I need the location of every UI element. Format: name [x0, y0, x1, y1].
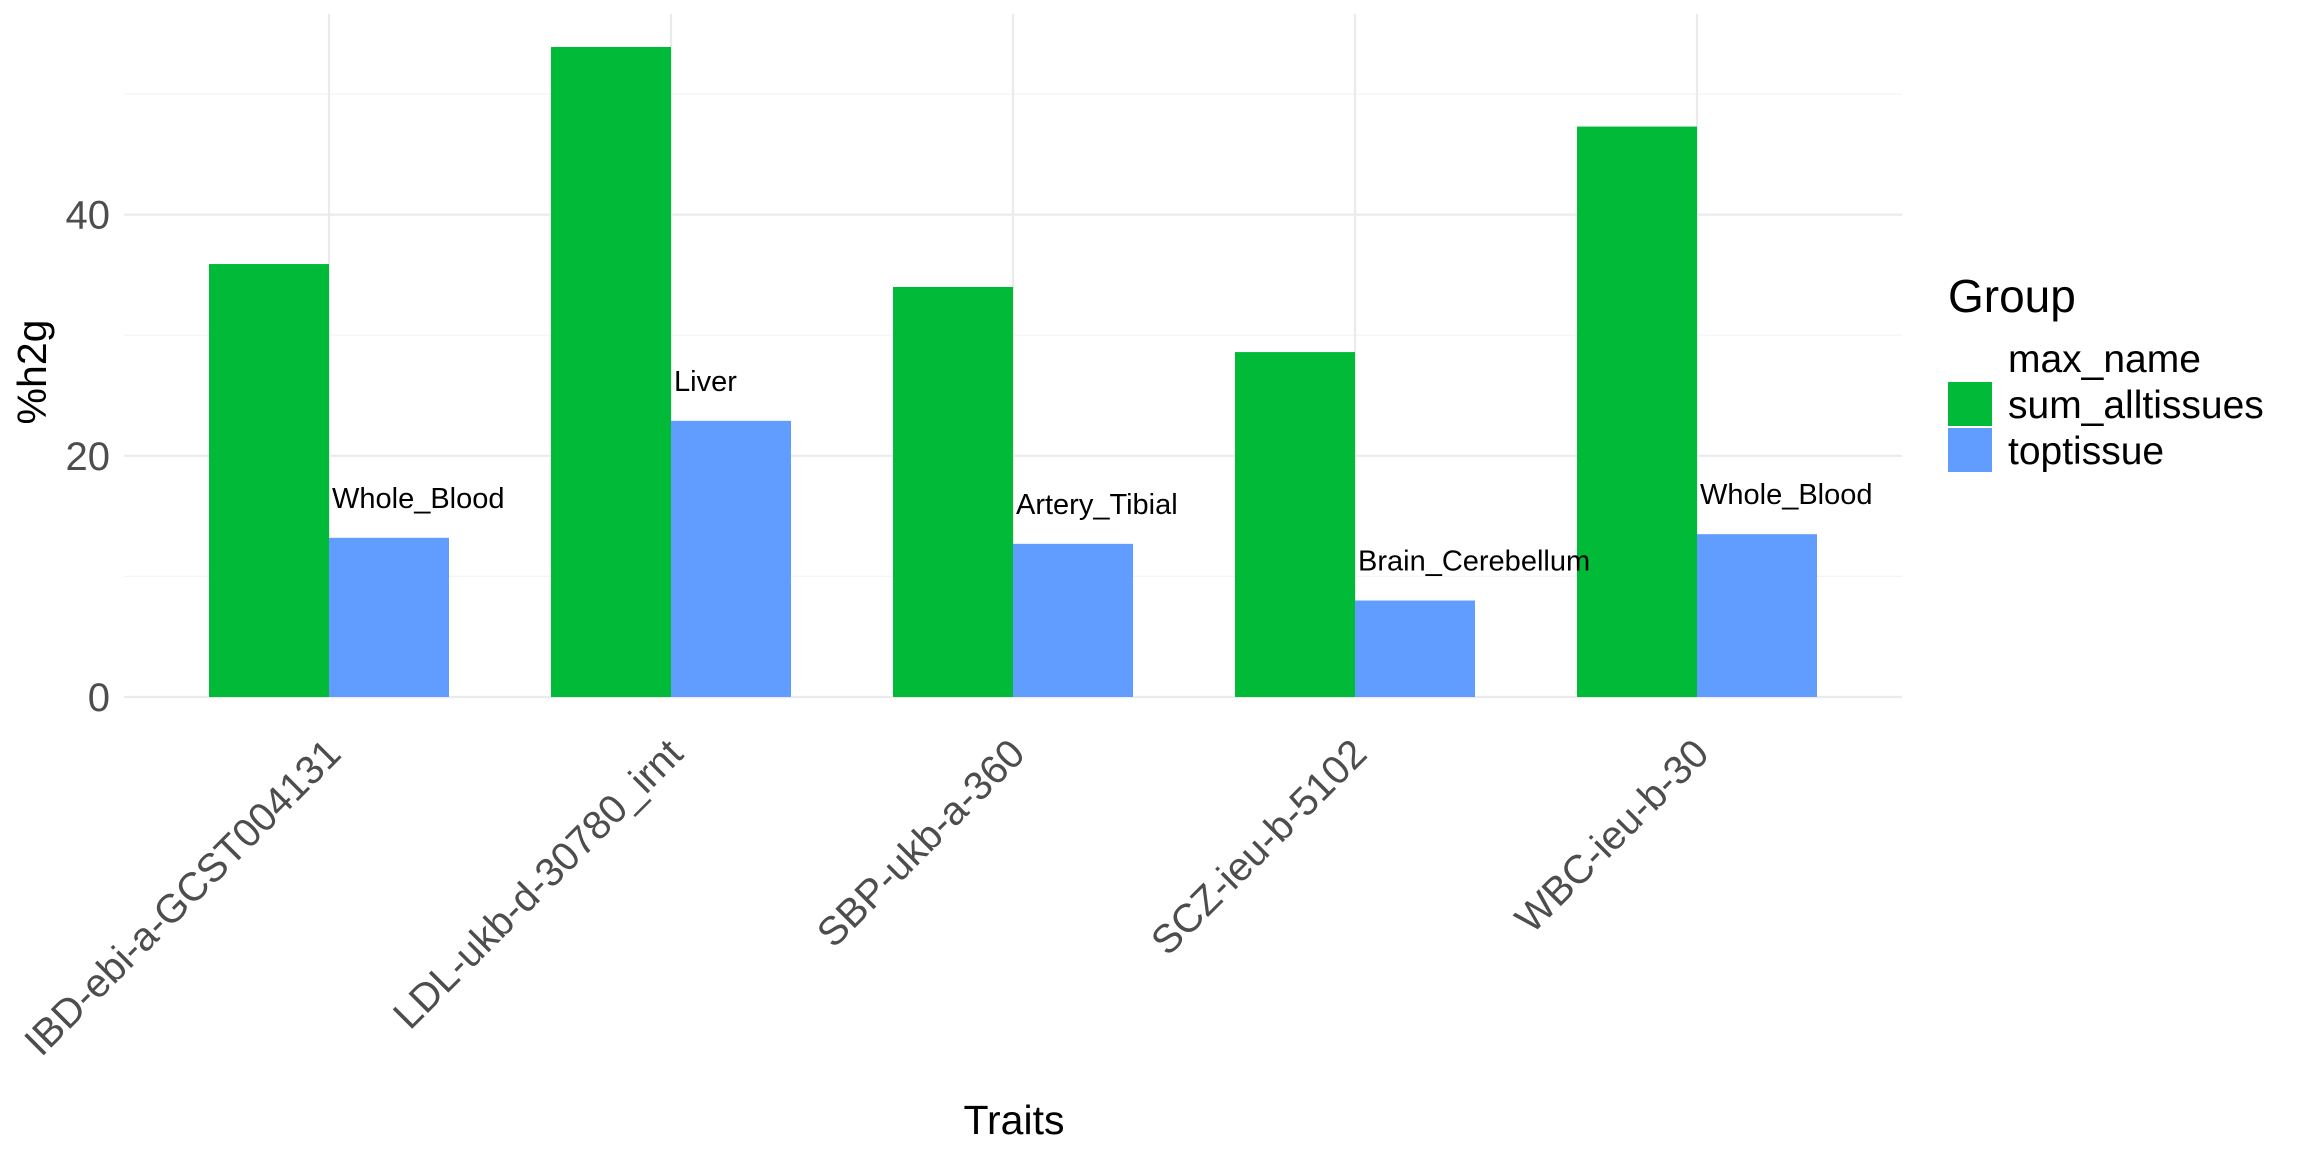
x-tick-label: WBC-ieu-b-30: [1507, 731, 1717, 941]
bar-toptissue-4: [1355, 600, 1475, 697]
bar-toptissue-1: [329, 537, 449, 697]
x-tick-label: SBP-ukb-a-360: [809, 731, 1033, 955]
y-axis-ticks: 0 20 40: [66, 194, 111, 720]
bars-layer: [209, 46, 1817, 697]
y-tick-label: 0: [88, 676, 110, 720]
x-tick-label: SCZ-ieu-b-5102: [1143, 731, 1375, 963]
y-axis-title: %h2g: [9, 320, 55, 425]
legend-key-toptissue: [1948, 428, 1992, 472]
x-tick-label: IBD-ebi-a-GCST004131: [16, 731, 349, 1064]
bar-sum_alltissues-3: [893, 286, 1013, 697]
bar-label: Whole_Blood: [1700, 479, 1873, 511]
bar-label: Artery_Tibial: [1016, 489, 1178, 521]
bar-label: Liver: [674, 366, 737, 398]
bar-label: Whole_Blood: [332, 483, 505, 515]
legend-label-max_name: max_name: [2008, 338, 2201, 381]
legend-title: Group: [1948, 270, 2076, 322]
x-tick-label: LDL-ukb-d-30780_irnt: [385, 731, 691, 1037]
bar-label: Brain_Cerebellum: [1358, 546, 1590, 578]
bar-toptissue-2: [671, 420, 791, 697]
bar-sum_alltissues-5: [1577, 126, 1697, 697]
bar-sum_alltissues-1: [209, 264, 329, 697]
x-axis-ticks: IBD-ebi-a-GCST004131 LDL-ukb-d-30780_irnt…: [16, 731, 1717, 1064]
legend-key-sum_alltissues: [1948, 382, 1992, 426]
bar-sum_alltissues-4: [1235, 352, 1355, 697]
bar-toptissue-3: [1013, 543, 1133, 697]
bar-toptissue-5: [1697, 534, 1817, 697]
bar-labels-layer: Whole_Blood Liver Artery_Tibial Brain_Cereb…: [332, 366, 1873, 578]
y-tick-label: 20: [66, 435, 111, 479]
y-tick-label: 40: [66, 194, 111, 238]
bar-sum_alltissues-2: [551, 46, 671, 697]
x-axis-title: Traits: [964, 1097, 1065, 1143]
legend-label-sum_alltissues: sum_alltissues: [2008, 384, 2264, 427]
legend-label-toptissue: toptissue: [2008, 430, 2164, 473]
